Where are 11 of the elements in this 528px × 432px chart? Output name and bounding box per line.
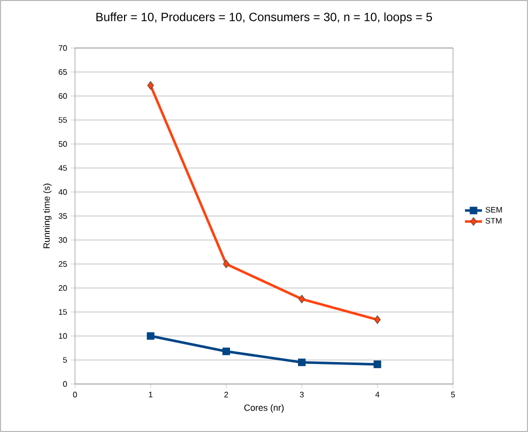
y-axis-title: Running time (s) <box>43 184 52 248</box>
point <box>298 294 306 304</box>
x-axis-title: Cores (nr) <box>244 404 284 413</box>
point <box>298 358 306 366</box>
point <box>374 360 382 368</box>
point <box>222 348 230 356</box>
point <box>374 315 381 324</box>
chart-title: Buffer = 10, Producers = 10, Consumers = 30, n = 10, loops = 5 <box>96 12 432 24</box>
point <box>222 260 230 268</box>
point <box>147 81 154 90</box>
point <box>146 332 154 340</box>
